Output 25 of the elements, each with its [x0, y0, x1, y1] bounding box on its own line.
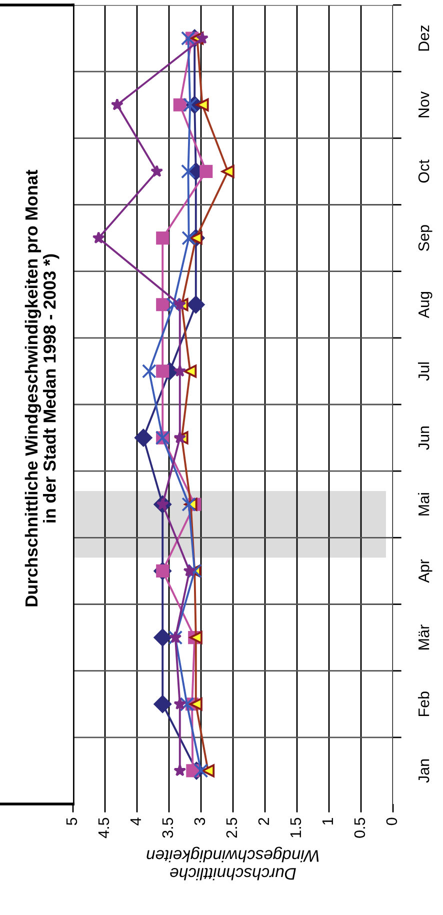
- x-tick-label: 2: [258, 818, 269, 825]
- x-tick-label: 1.5: [290, 818, 302, 838]
- y-tick-label: Dez: [418, 25, 430, 51]
- y-tick-label: Sep: [418, 225, 432, 251]
- y-tick-label: Jun: [418, 426, 430, 450]
- y-tick-label: Oct: [418, 160, 430, 183]
- y-tick-label: Aug: [418, 292, 432, 318]
- x-tick-label: 1: [322, 818, 333, 825]
- y-tick-label: Apr: [418, 559, 432, 583]
- y-tick-label: Nov: [418, 91, 430, 118]
- x-tick-label: 5: [66, 818, 78, 826]
- x-tick-label: 3: [194, 818, 206, 826]
- x-tick-label: 3.5: [162, 818, 174, 838]
- text: Durchschnittliche Windgeschwindigkeiten pro Monat in der Stadt Medan 1998 - 2003 *): [24, 170, 60, 606]
- x-tick-label: 0.5: [354, 818, 366, 838]
- y-tick-label: Feb: [418, 692, 430, 716]
- y-tick-label: Mär: [418, 624, 430, 650]
- y-tick-label: Jul: [418, 362, 430, 381]
- x-tick-label: 2.5: [226, 818, 238, 838]
- y-tick-label: Jan: [418, 759, 430, 783]
- x-tick-label: 4: [130, 818, 141, 826]
- x-axis-title: Durchschnittliche Windgeschwindigkeiten: [146, 846, 319, 880]
- x-tick-label: 0: [386, 818, 398, 826]
- x-tick-label: 4.5: [98, 818, 110, 838]
- y-tick-label: Mai: [418, 493, 430, 516]
